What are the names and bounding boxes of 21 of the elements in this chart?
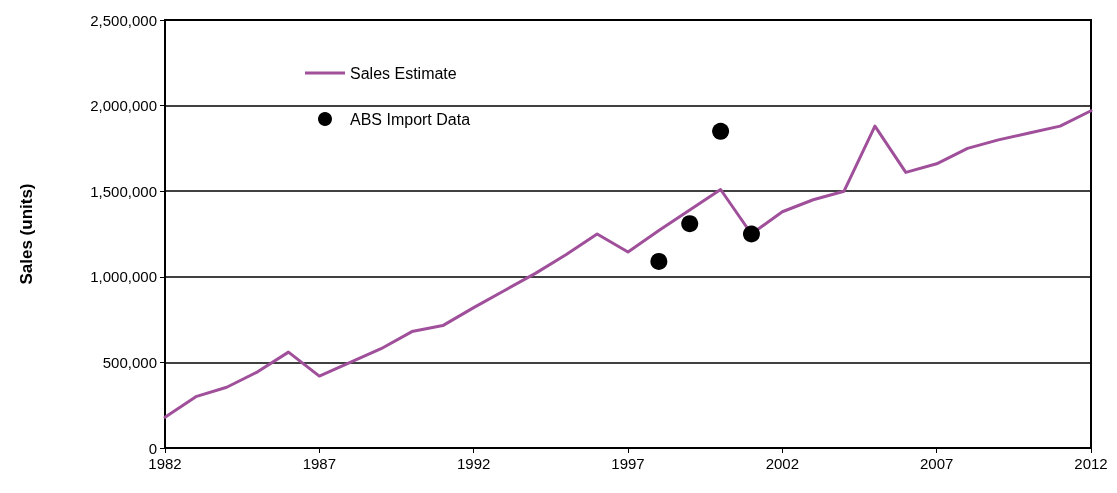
x-tick-label: 2012 (1074, 455, 1108, 472)
x-tick-label: 1997 (611, 455, 645, 472)
legend-label: Sales Estimate (350, 64, 457, 82)
point (712, 122, 730, 140)
legend-label: ABS Import Data (350, 110, 471, 128)
x-tick-label: 1982 (148, 455, 182, 472)
point (681, 215, 699, 233)
x-tick-label: 2002 (765, 455, 800, 472)
point (742, 225, 760, 243)
y-tick-label: 1,000,000 (90, 268, 157, 286)
y-tick-label: 0 (148, 439, 157, 457)
y-tick-label: 500,000 (102, 353, 157, 371)
x-tick-label: 1987 (302, 455, 337, 472)
y-tick-label: 2,500,000 (90, 11, 157, 29)
x-tick-label: 1992 (456, 455, 491, 472)
y-tick-label: 2,000,000 (90, 97, 157, 115)
x-tick-label: 2007 (919, 455, 954, 472)
y-tick-label: 1,500,000 (90, 182, 157, 200)
y-axis-title: Sales (units) (17, 183, 36, 285)
point (650, 252, 668, 270)
line-series (163, 109, 1093, 419)
